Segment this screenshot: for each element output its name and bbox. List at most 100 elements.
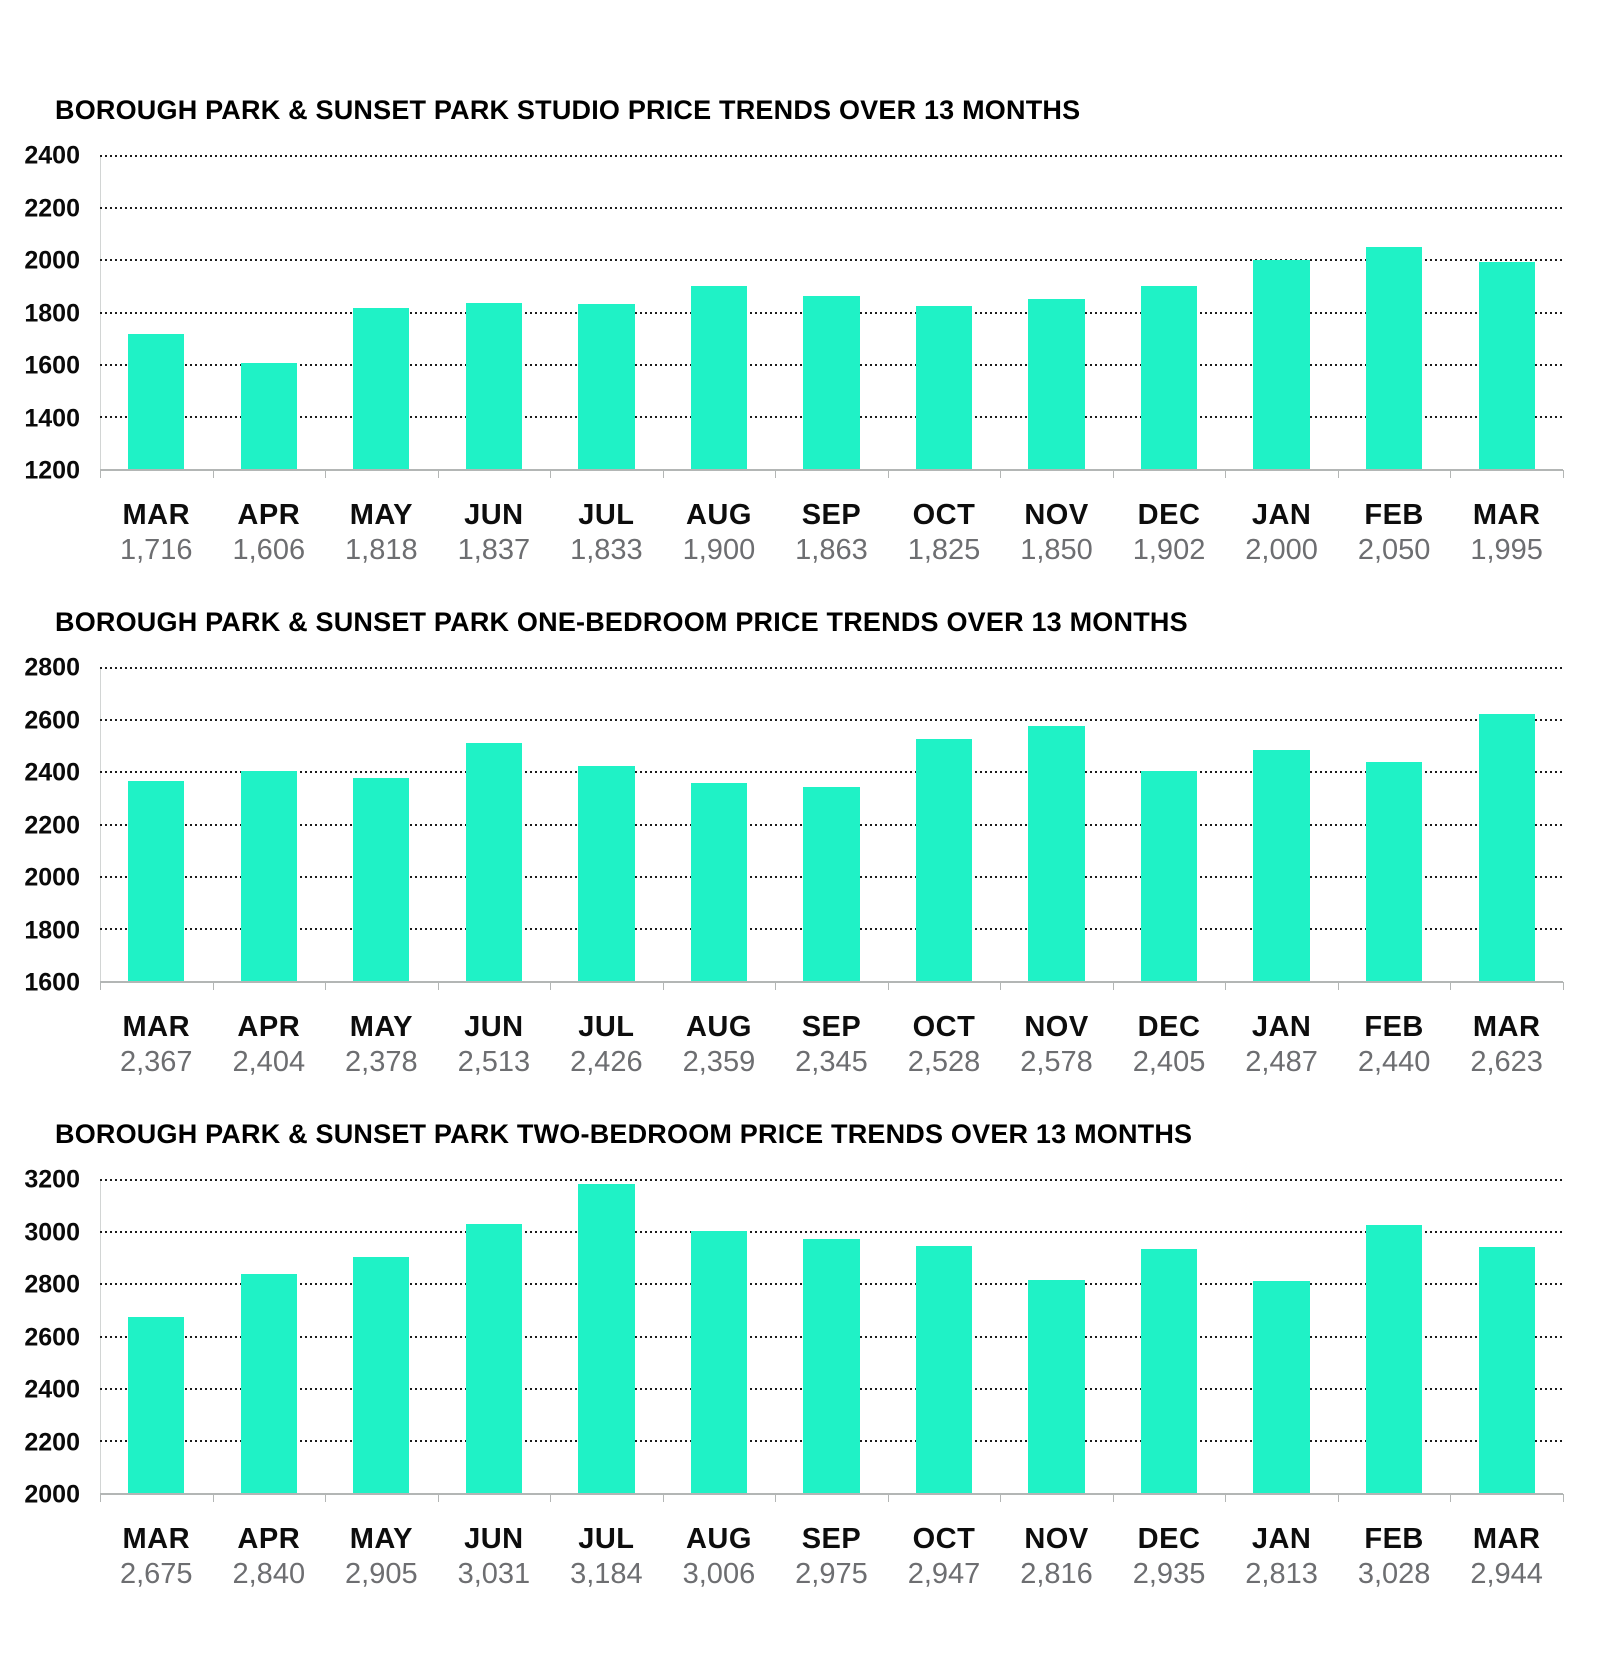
month-label: JUN [464,1011,524,1043]
value-label: 1,825 [907,534,981,566]
x-axis-tick [1337,982,1339,990]
month-label: MAR [1472,499,1541,531]
y-axis-labels: 3200 3000 2800 2600 2400 2200 2000 [0,1166,88,1509]
bar-slot [1225,668,1338,981]
bar [1140,285,1198,469]
bar-slot [775,156,888,469]
gridline [100,1231,1563,1234]
value-label: 1,818 [345,534,418,566]
bar-slot [438,1180,551,1493]
bar-slot [1338,668,1451,981]
value-label: 2,528 [907,1046,981,1078]
y-axis-labels: 2800 2600 2400 2200 2000 1800 1600 [0,654,88,997]
value-label: 2,840 [232,1558,306,1590]
bar-slot [775,1180,888,1493]
value-label: 2,513 [457,1046,531,1078]
month-label: MAR [1472,1011,1541,1043]
value-label: 2,345 [795,1046,868,1078]
bar [1028,1280,1085,1493]
bar-slot [325,1180,438,1493]
bar [1365,1224,1423,1493]
bar-slot [325,156,438,469]
y-tick-label: 1600 [24,351,80,380]
value-label: 2,975 [795,1558,868,1590]
bar [915,738,973,981]
month-label: AUG [685,1011,752,1043]
month-label: NOV [1024,499,1089,531]
x-axis-tick [550,982,552,990]
bar-slot [550,1180,663,1493]
bar-slot [550,156,663,469]
x-axis-tick [662,1494,664,1502]
month-label: FEB [1364,1011,1424,1043]
y-tick-label: 1200 [24,456,80,485]
chart-title: BOROUGH PARK & SUNSET PARK TWO-BEDROOM P… [55,1119,1193,1149]
value-label: 2,675 [119,1558,193,1590]
month-label: APR [237,499,301,531]
x-axis-tick [1225,982,1227,990]
y-tick-label: 1400 [24,404,80,432]
value-label: 2,578 [1020,1046,1093,1078]
x-axis-tick [662,470,664,478]
y-tick-label: 2400 [24,141,80,170]
gridline [100,667,1563,669]
value-label: 2,944 [1470,1558,1543,1590]
plot-area [100,155,1564,478]
bar [690,783,748,981]
value-label: 2,000 [1245,534,1318,566]
x-axis-tick [775,982,777,990]
bar-slot [1450,1180,1563,1493]
x-axis-tick [550,1494,552,1502]
month-label: MAR [122,1523,191,1555]
month-label: SEP [801,499,862,531]
bar [353,778,410,981]
month-labels: MAR APR MAY JUN JUL AUG SEP OCT NOV DEC JAN FEB MAR [100,499,1563,531]
bar [1140,771,1198,981]
bar-slot [1000,1180,1113,1493]
value-label: 2,378 [345,1046,418,1078]
bar [1253,260,1310,469]
bar-slot [1338,156,1451,469]
bar [240,1273,297,1493]
x-axis-tick [887,470,889,478]
value-label: 2,367 [119,1046,193,1078]
month-label: JUN [464,499,524,531]
x-axis-tick [325,1494,327,1502]
bar-slot [1113,156,1226,469]
x-axis-tick [325,470,327,478]
bar-slot [663,1180,776,1493]
month-label: MAR [122,499,191,531]
y-tick-label: 3000 [24,1218,80,1246]
plot-area [100,1179,1564,1502]
value-label: 3,031 [457,1558,531,1590]
value-label: 2,623 [1470,1046,1543,1078]
bar [578,303,635,469]
month-label: DEC [1137,1011,1201,1043]
value-label: 2,487 [1245,1046,1318,1078]
x-axis-tick [775,1494,777,1502]
month-label: MAR [1472,1523,1541,1555]
x-axis-tick [775,470,777,478]
value-label: 2,050 [1357,534,1431,566]
value-labels: 1,716 1,606 1,818 1,837 1,833 1,900 1,863 1,825… [100,534,1563,567]
x-axis-tick [1112,1494,1114,1502]
studio-price-chart: BOROUGH PARK & SUNSET PARK STUDIO PRICE … [0,95,1600,567]
bar-slot [213,1180,326,1493]
bar-slot [100,156,213,469]
chart-title: BOROUGH PARK & SUNSET PARK STUDIO PRICE … [55,95,1081,125]
x-axis-tick [1563,982,1564,990]
value-label: 3,184 [570,1558,643,1590]
one-bedroom-price-chart: BOROUGH PARK & SUNSET PARK ONE-BEDROOM P… [0,607,1600,1079]
bar [915,1246,973,1493]
x-axis-tick [1225,470,1227,478]
bar [803,296,860,469]
month-label: DEC [1137,1523,1201,1555]
bar-slot [100,1180,213,1493]
bar-slot [1225,1180,1338,1493]
bar-slot [213,668,326,981]
bar [1028,725,1085,981]
bar [128,334,185,469]
x-axis-tick [887,982,889,990]
bars [100,156,1563,469]
